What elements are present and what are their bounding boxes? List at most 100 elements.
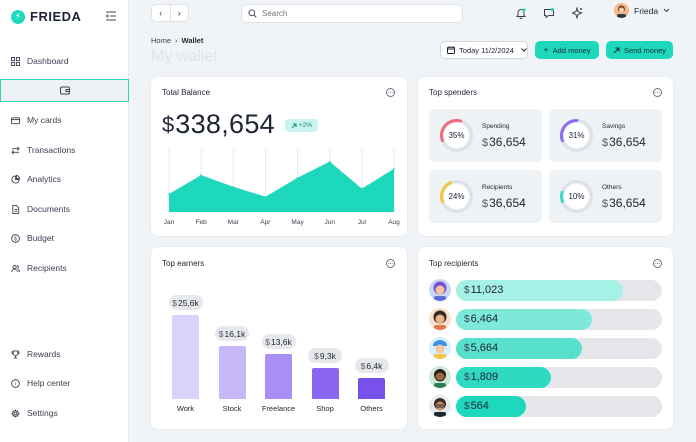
avatar: [614, 3, 629, 18]
sidebar-item-analytics[interactable]: Analytics: [11, 172, 61, 186]
chart-point: [264, 195, 267, 198]
earner-bar[interactable]: [311, 368, 339, 399]
sidebar-item-wallet[interactable]: [0, 79, 129, 102]
earner-bar[interactable]: [218, 346, 246, 399]
currency-symbol: $: [360, 360, 366, 371]
chart-area-series: [169, 161, 394, 212]
help-icon: i: [11, 378, 20, 388]
sidebar-item-dashboard[interactable]: Dashboard: [11, 54, 69, 68]
sidebar-item-settings[interactable]: Settings: [11, 406, 58, 420]
grid-icon: [11, 56, 20, 66]
x-tick-label: Feb: [196, 219, 208, 226]
user-profile[interactable]: Frieda: [614, 3, 670, 18]
chart-point: [296, 177, 299, 179]
recipient-row[interactable]: $564: [429, 395, 664, 417]
spender-others[interactable]: 10% Others $36,654: [549, 170, 662, 223]
forward-arrow-icon[interactable]: ›: [177, 8, 181, 18]
back-arrow-icon[interactable]: ‹: [152, 5, 171, 21]
sidebar-item-label: Rewards: [27, 349, 61, 359]
chevron-down-icon: [521, 48, 527, 52]
chart-point: [168, 193, 170, 195]
recipient-value: 564: [470, 400, 489, 412]
recipient-row[interactable]: $6,464: [429, 308, 664, 330]
earner-category-label: Work: [176, 404, 195, 413]
sidebar-item-label: Settings: [27, 408, 58, 418]
sidebar-item-help-center[interactable]: i Help center: [11, 376, 70, 390]
earner-bar[interactable]: [358, 378, 385, 399]
spender-recipients[interactable]: 24% Recipients $36,654: [429, 170, 542, 223]
search-input[interactable]: [262, 9, 442, 18]
currency-symbol: $: [464, 372, 470, 383]
x-tick-label: May: [291, 219, 304, 226]
breadcrumb-home[interactable]: Home: [151, 36, 172, 45]
breadcrumb: Home › Wallet: [151, 36, 203, 45]
card-title: Top recipients: [429, 259, 479, 268]
add-money-button[interactable]: + Add money: [535, 41, 599, 59]
more-options-icon[interactable]: [653, 259, 662, 268]
currency-symbol: $: [602, 198, 609, 210]
sidebar-item-label: Documents: [27, 204, 70, 214]
balance-amount: $ 338,654: [162, 109, 275, 140]
recipient-row[interactable]: $1,809: [429, 366, 664, 388]
sidebar-item-my-cards[interactable]: My cards: [11, 113, 61, 127]
sidebar-item-budget[interactable]: $ Budget: [11, 231, 54, 245]
search-box[interactable]: [241, 4, 463, 23]
earner-value-label: $13,6k: [261, 334, 296, 350]
spender-label: Savings: [602, 123, 626, 130]
recipient-bar-fill: [456, 338, 582, 359]
recipient-bar-track: $1,809: [456, 367, 662, 388]
message-icon[interactable]: [543, 7, 555, 19]
balance-currency: $: [162, 111, 175, 137]
sidebar-item-label: Budget: [27, 233, 54, 243]
earner-bar[interactable]: [172, 315, 199, 399]
recipient-row[interactable]: $5,664: [429, 337, 664, 359]
collapse-sidebar-icon[interactable]: [105, 11, 117, 21]
gear-icon: [11, 409, 20, 417]
recipient-bar-track: $5,664: [456, 338, 662, 359]
x-tick-label: Apr: [260, 219, 271, 226]
spender-amount: $36,654: [602, 135, 646, 149]
earner-bar[interactable]: [265, 354, 292, 399]
more-options-icon[interactable]: [386, 88, 395, 97]
chart-point: [328, 160, 331, 163]
more-options-icon[interactable]: [653, 88, 662, 97]
card-title: Total Balance: [162, 88, 211, 97]
brand-name: FRIEDA: [30, 9, 82, 24]
top-earners-card: Top earners $25,6k Work $16,1k Stock $13,6k F…: [151, 247, 407, 429]
date-picker-button[interactable]: Today 11/2/2024: [440, 41, 528, 59]
sparkles-icon[interactable]: [571, 7, 583, 19]
savings-progress-ring: [560, 119, 593, 152]
avatar-purple-hair-icon: [429, 279, 451, 301]
earner-value: 6,4k: [366, 360, 383, 371]
send-money-button[interactable]: Send money: [606, 41, 673, 59]
sidebar: ⚡ FRIEDA Dashboard My cards Transactions…: [0, 0, 129, 442]
more-options-icon[interactable]: [386, 259, 395, 268]
recipient-row[interactable]: $11,023: [429, 279, 664, 301]
earner-value: 9,3k: [319, 350, 336, 361]
recipient-value: 6,464: [470, 313, 499, 325]
sidebar-item-documents[interactable]: Documents: [11, 202, 70, 216]
spender-spending[interactable]: 35% Spending $36,654: [429, 109, 542, 162]
recipient-value: 5,664: [470, 342, 499, 354]
recipient-bar-fill: [456, 367, 551, 388]
sidebar-item-recipients[interactable]: Recipients: [11, 261, 67, 275]
arrow-up-right-icon: [613, 47, 620, 53]
spender-amount: $36,654: [602, 196, 646, 210]
logo[interactable]: ⚡ FRIEDA: [11, 9, 81, 24]
sidebar-item-transactions[interactable]: Transactions: [11, 143, 75, 157]
chart-point: [232, 186, 235, 188]
top-bar: ‹ › Frieda: [129, 0, 696, 28]
sidebar-item-rewards[interactable]: Rewards: [11, 347, 61, 361]
history-navigation: ‹ ›: [151, 4, 189, 22]
currency-symbol: $: [218, 328, 224, 339]
ring-center: [564, 184, 589, 209]
logo-icon: ⚡: [11, 9, 25, 24]
trophy-icon: [11, 349, 20, 359]
sidebar-item-label: Transactions: [27, 145, 76, 155]
others-progress-ring: [560, 180, 593, 213]
plus-icon: +: [543, 45, 549, 55]
notification-bell-icon[interactable]: [515, 7, 527, 19]
breadcrumb-separator-icon: ›: [175, 36, 178, 45]
spender-savings[interactable]: 31% Savings $36,654: [549, 109, 662, 162]
earners-bar-chart: $25,6k Work $16,1k Stock $13,6k Freelance $9,3…: [151, 247, 407, 429]
